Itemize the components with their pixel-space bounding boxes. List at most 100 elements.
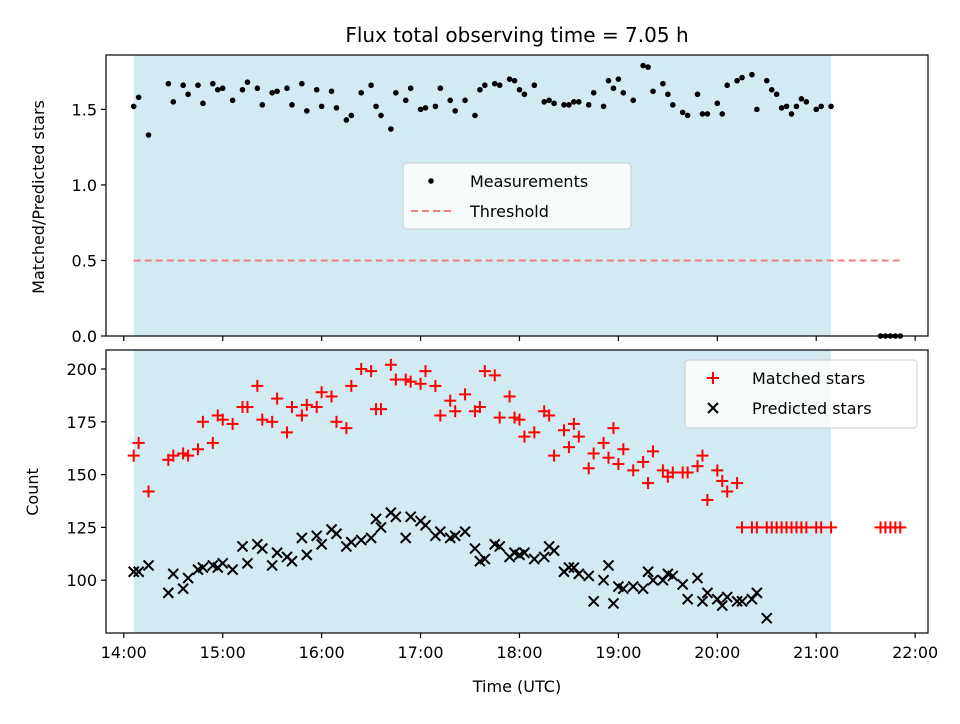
- data-point: [241, 401, 254, 414]
- data-point: [597, 436, 610, 449]
- data-point: [793, 103, 800, 110]
- data-point: [607, 597, 620, 610]
- data-point: [285, 401, 298, 414]
- data-point: [422, 105, 429, 111]
- data-point: [691, 572, 704, 584]
- data-point: [274, 88, 280, 95]
- data-point-b: [667, 570, 679, 582]
- legend-swatch-b: [707, 402, 719, 414]
- data-point: [195, 82, 201, 89]
- data-point-b: [266, 559, 278, 572]
- data-point-b: [637, 582, 649, 595]
- data-point: [803, 99, 810, 105]
- data-point: [365, 365, 378, 378]
- data-point-b: [310, 530, 323, 542]
- data-point-b: [548, 544, 560, 557]
- y-tick-label: 175: [66, 413, 97, 432]
- data-point: [390, 511, 402, 523]
- data-point: [660, 80, 666, 87]
- data-point: [511, 77, 518, 84]
- data-point: [739, 74, 745, 81]
- data-point: [665, 91, 671, 98]
- data-point: [773, 91, 780, 98]
- data-point: [721, 591, 733, 603]
- data-point: [503, 390, 516, 403]
- data-point: [607, 422, 620, 435]
- data-point: [216, 413, 229, 426]
- legend: Measurements Threshold: [402, 162, 632, 230]
- data-point-b: [370, 513, 382, 525]
- legend-label: Matched stars: [752, 369, 865, 388]
- data-point: [642, 477, 655, 490]
- data-point: [567, 417, 580, 430]
- data-point: [310, 401, 323, 414]
- data-point: [229, 97, 236, 104]
- data-point: [546, 97, 552, 104]
- data-point-b: [365, 532, 377, 544]
- data-point: [206, 436, 219, 449]
- data-point: [269, 89, 275, 96]
- data-point: [724, 82, 730, 89]
- legend-label: Predicted stars: [752, 399, 872, 418]
- data-point-b: [711, 593, 724, 605]
- series-matched-stars: [127, 358, 907, 534]
- data-point: [561, 102, 567, 108]
- data-point: [419, 365, 432, 378]
- data-point-b: [271, 547, 283, 559]
- data-point: [493, 411, 506, 424]
- data-point: [679, 109, 686, 116]
- data-point: [617, 582, 630, 595]
- data-point-b: [345, 536, 358, 548]
- data-point: [783, 103, 790, 110]
- data-point: [477, 86, 483, 93]
- data-point: [429, 379, 442, 392]
- data-point: [182, 449, 195, 462]
- data-point: [281, 426, 294, 439]
- data-point: [182, 572, 194, 584]
- data-point: [462, 97, 468, 104]
- data-point: [370, 513, 382, 525]
- x-tick-label: 22:00: [892, 643, 938, 662]
- y-tick-label: 200: [66, 360, 97, 379]
- data-point: [299, 80, 305, 87]
- data-point: [432, 103, 439, 110]
- data-point: [650, 88, 656, 95]
- data-point: [582, 462, 595, 475]
- y-tick-label: 150: [66, 466, 97, 485]
- data-point: [645, 64, 651, 70]
- data-point-b: [177, 582, 189, 595]
- data-point: [375, 521, 387, 534]
- data-point: [244, 79, 251, 85]
- data-point: [521, 91, 528, 98]
- data-point-b: [236, 540, 249, 553]
- data-point: [368, 82, 374, 89]
- data-point: [571, 99, 577, 105]
- data-point: [563, 561, 575, 574]
- data-point-b: [459, 525, 471, 538]
- data-point: [196, 415, 209, 428]
- data-point: [310, 530, 323, 542]
- data-point: [251, 379, 264, 392]
- data-point: [694, 91, 701, 98]
- data-point: [642, 566, 654, 578]
- data-point-b: [226, 563, 239, 576]
- data-point: [374, 403, 387, 416]
- data-point: [610, 85, 617, 92]
- data-point: [704, 111, 711, 117]
- data-point: [165, 80, 172, 87]
- data-point: [640, 62, 646, 69]
- legend-swatch: [707, 402, 719, 414]
- data-point: [602, 451, 615, 464]
- data-point: [548, 544, 560, 557]
- top-panel-y-axis-label: Matched/Predicted stars: [29, 100, 48, 294]
- data-point: [271, 547, 283, 559]
- data-point: [340, 422, 353, 435]
- data-point-b: [716, 599, 728, 612]
- data-point-b: [182, 572, 194, 584]
- data-point: [284, 85, 290, 92]
- data-point-b: [330, 528, 343, 540]
- data-point-b: [197, 561, 209, 574]
- data-point: [543, 409, 556, 422]
- data-point: [301, 549, 313, 561]
- data-point: [217, 557, 229, 570]
